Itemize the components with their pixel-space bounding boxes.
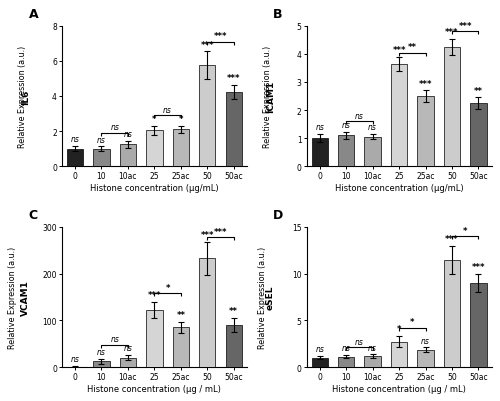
Text: **: ** bbox=[474, 86, 483, 95]
Text: ns: ns bbox=[368, 123, 377, 132]
Text: *: * bbox=[166, 283, 170, 292]
Text: ***: *** bbox=[445, 28, 458, 36]
Text: ns: ns bbox=[70, 135, 80, 144]
Text: ns: ns bbox=[316, 123, 324, 132]
Bar bbox=[199, 66, 216, 166]
Text: ***: *** bbox=[200, 231, 214, 239]
Bar bbox=[226, 325, 242, 367]
Bar bbox=[312, 139, 328, 166]
Bar bbox=[418, 97, 434, 166]
Bar bbox=[94, 149, 110, 166]
Text: eSEL: eSEL bbox=[266, 285, 275, 310]
Bar bbox=[146, 310, 162, 367]
Y-axis label: Relative Expression (a.u.): Relative Expression (a.u.) bbox=[263, 46, 272, 148]
Text: ns: ns bbox=[368, 343, 377, 352]
Text: ***: *** bbox=[227, 74, 240, 83]
Y-axis label: Relative Expression (a.u.): Relative Expression (a.u.) bbox=[8, 246, 18, 348]
Text: ICAM1: ICAM1 bbox=[266, 81, 275, 113]
Bar bbox=[172, 130, 189, 166]
Text: IL6: IL6 bbox=[21, 89, 30, 104]
X-axis label: Histone concentration (μg/mL): Histone concentration (μg/mL) bbox=[335, 183, 464, 192]
X-axis label: Histone concentration (μg/mL): Histone concentration (μg/mL) bbox=[90, 183, 218, 192]
Text: ***: *** bbox=[419, 79, 432, 88]
Bar bbox=[364, 137, 381, 166]
Bar bbox=[172, 328, 189, 367]
Text: ***: *** bbox=[392, 46, 406, 55]
Text: *: * bbox=[410, 318, 414, 326]
Text: B: B bbox=[273, 8, 282, 21]
Bar bbox=[391, 342, 407, 367]
Text: ns: ns bbox=[342, 121, 350, 130]
Text: ***: *** bbox=[458, 22, 472, 30]
Bar bbox=[146, 131, 162, 166]
Text: ***: *** bbox=[200, 41, 214, 49]
Text: *: * bbox=[463, 226, 468, 235]
Text: ns: ns bbox=[163, 105, 172, 115]
Text: ns: ns bbox=[110, 334, 119, 343]
Text: ns: ns bbox=[355, 111, 364, 121]
Bar bbox=[364, 356, 381, 367]
Text: C: C bbox=[28, 209, 38, 222]
Text: *: * bbox=[152, 115, 156, 124]
Text: ns: ns bbox=[124, 130, 132, 138]
Bar bbox=[470, 104, 486, 166]
Text: A: A bbox=[28, 8, 38, 21]
Y-axis label: Relative Expression (a.u.): Relative Expression (a.u.) bbox=[258, 246, 267, 348]
Bar bbox=[470, 283, 486, 367]
Text: ns: ns bbox=[355, 337, 364, 346]
Bar bbox=[94, 362, 110, 367]
Bar bbox=[338, 357, 354, 367]
Bar bbox=[391, 65, 407, 166]
Text: ns: ns bbox=[70, 354, 80, 363]
X-axis label: Histone concentration (μg / mL): Histone concentration (μg / mL) bbox=[332, 384, 466, 393]
Bar bbox=[312, 358, 328, 367]
Bar bbox=[444, 260, 460, 367]
Text: *: * bbox=[397, 324, 402, 334]
Bar bbox=[120, 145, 136, 166]
Text: ns: ns bbox=[316, 344, 324, 353]
Text: ns: ns bbox=[342, 343, 350, 352]
Text: ***: *** bbox=[445, 234, 458, 243]
Bar bbox=[120, 358, 136, 367]
Text: ns: ns bbox=[110, 123, 119, 132]
Bar bbox=[199, 259, 216, 367]
Text: ns: ns bbox=[124, 343, 132, 352]
Text: VCAM1: VCAM1 bbox=[21, 279, 30, 315]
Text: ns: ns bbox=[421, 336, 430, 345]
Text: ***: *** bbox=[472, 262, 485, 271]
Bar bbox=[67, 149, 83, 166]
Y-axis label: Relative Expression (a.u.): Relative Expression (a.u.) bbox=[18, 46, 27, 148]
Bar bbox=[444, 48, 460, 166]
Bar bbox=[226, 92, 242, 166]
Text: **: ** bbox=[176, 310, 186, 319]
Bar bbox=[338, 136, 354, 166]
X-axis label: Histone concentration (μg / mL): Histone concentration (μg / mL) bbox=[88, 384, 222, 393]
Text: ns: ns bbox=[97, 347, 106, 356]
Text: D: D bbox=[273, 209, 283, 222]
Text: ns: ns bbox=[97, 135, 106, 144]
Text: *: * bbox=[178, 115, 183, 124]
Text: **: ** bbox=[408, 43, 417, 52]
Text: **: ** bbox=[229, 306, 238, 316]
Text: ***: *** bbox=[148, 290, 161, 299]
Text: ***: *** bbox=[214, 227, 227, 236]
Bar bbox=[418, 350, 434, 367]
Text: ***: *** bbox=[214, 32, 227, 41]
